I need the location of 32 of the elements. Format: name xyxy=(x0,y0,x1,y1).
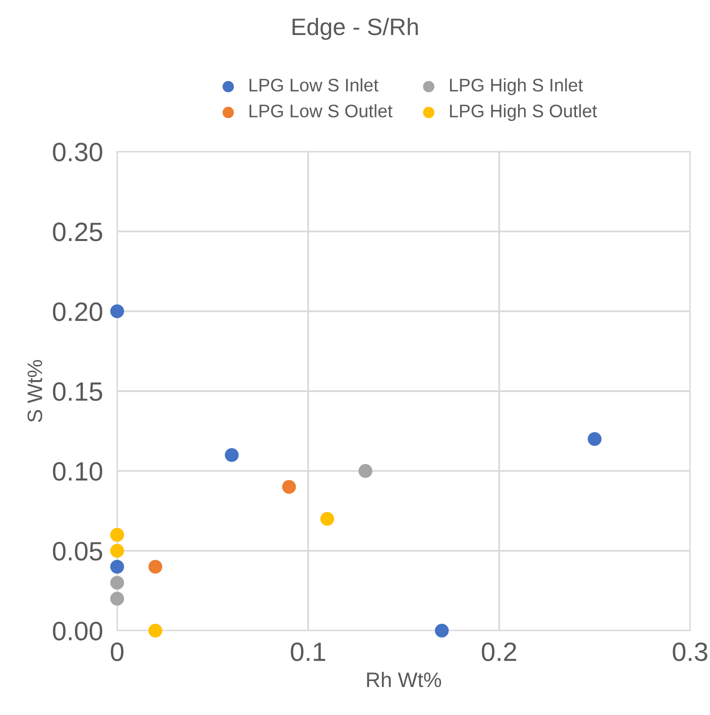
point xyxy=(434,624,449,638)
point xyxy=(224,448,239,462)
point xyxy=(110,576,124,590)
y-tick-label: 0.30 xyxy=(52,142,102,162)
x-tick-label: 0.3 xyxy=(672,642,708,662)
y-tick-label: 0.15 xyxy=(52,382,102,401)
y-axis-title: S Wt% xyxy=(27,360,42,422)
y-tick-label: 0.10 xyxy=(52,462,102,481)
y-tick-label: 0.00 xyxy=(52,622,102,640)
point xyxy=(110,528,124,542)
point xyxy=(148,560,162,574)
legend-label: LPG Low S Outlet xyxy=(250,104,392,118)
legend-label: LPG High S Inlet xyxy=(450,78,583,96)
chart-title: Edge - S/Rh xyxy=(292,18,418,40)
y-tick-label: 0.20 xyxy=(52,302,102,322)
x-axis-title: Rh Wt% xyxy=(367,672,442,688)
x-tick-label: 0.1 xyxy=(290,642,326,662)
y-tick-label: 0.25 xyxy=(52,222,102,242)
point xyxy=(320,512,334,526)
x-tick-label: 0 xyxy=(110,642,124,662)
point xyxy=(110,560,124,574)
legend-label: LPG Low S Inlet xyxy=(250,78,378,92)
point xyxy=(110,592,124,606)
point xyxy=(110,544,124,558)
y-tick-label: 0.05 xyxy=(52,542,102,561)
point xyxy=(282,480,296,494)
point xyxy=(358,464,372,478)
x-tick-label: 0.2 xyxy=(482,642,516,662)
point xyxy=(588,432,602,446)
point xyxy=(110,304,124,318)
point xyxy=(148,624,162,638)
legend-label: LPG High S Outlet xyxy=(450,104,597,121)
